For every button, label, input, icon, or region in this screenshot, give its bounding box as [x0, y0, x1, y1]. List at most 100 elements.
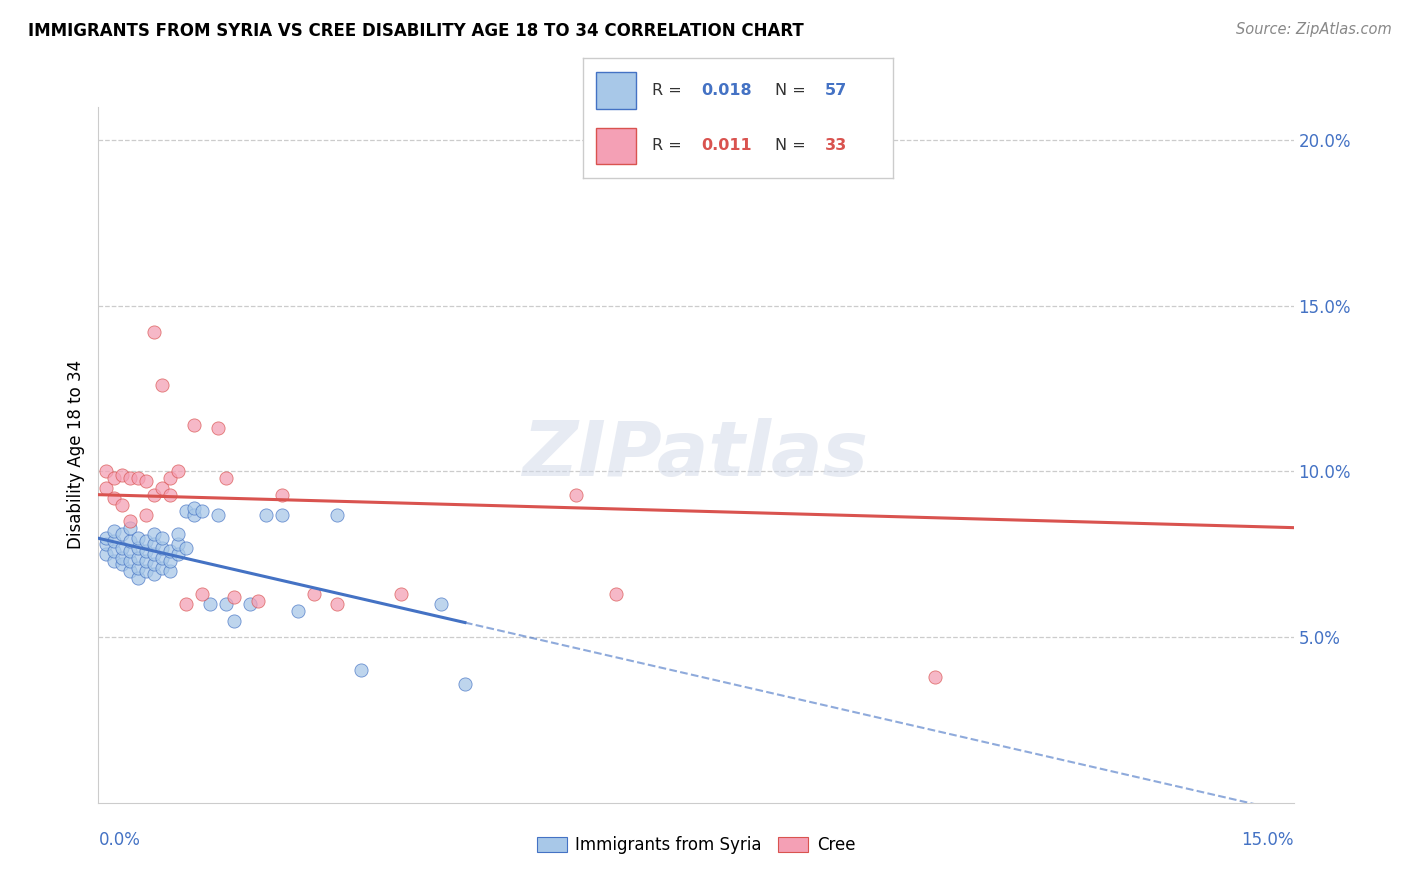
Point: [103, 524, 125, 538]
Point: [135, 564, 157, 578]
Point: [120, 471, 142, 485]
Point: [103, 471, 125, 485]
Text: N =: N =: [775, 138, 811, 153]
Point: [174, 504, 197, 518]
Point: [96, 531, 118, 545]
Point: [135, 554, 157, 568]
Point: [96, 537, 118, 551]
Point: [159, 554, 181, 568]
Text: 0.018: 0.018: [702, 83, 752, 98]
Point: [127, 560, 149, 574]
Point: [120, 564, 142, 578]
Point: [150, 541, 173, 555]
Point: [207, 421, 229, 435]
Point: [215, 597, 238, 611]
Text: 0.0%: 0.0%: [98, 830, 141, 848]
Point: [143, 326, 166, 340]
Point: [167, 537, 190, 551]
Text: 33: 33: [825, 138, 846, 153]
Text: IMMIGRANTS FROM SYRIA VS CREE DISABILITY AGE 18 TO 34 CORRELATION CHART: IMMIGRANTS FROM SYRIA VS CREE DISABILITY…: [28, 22, 804, 40]
Point: [924, 670, 946, 684]
Point: [167, 547, 190, 561]
Point: [302, 587, 325, 601]
Point: [167, 465, 190, 479]
FancyBboxPatch shape: [596, 72, 636, 109]
Point: [150, 481, 173, 495]
Point: [780, 143, 803, 157]
Point: [127, 471, 149, 485]
Point: [120, 521, 142, 535]
Point: [150, 378, 173, 392]
FancyBboxPatch shape: [596, 128, 636, 164]
Point: [350, 663, 373, 677]
Point: [270, 488, 292, 502]
Point: [159, 488, 181, 502]
Text: R =: R =: [651, 83, 686, 98]
Point: [159, 564, 181, 578]
Point: [143, 527, 166, 541]
Point: [207, 508, 229, 522]
Point: [127, 531, 149, 545]
Text: 15.0%: 15.0%: [1241, 830, 1294, 848]
Point: [127, 570, 149, 584]
Point: [96, 547, 118, 561]
Text: R =: R =: [651, 138, 686, 153]
Point: [143, 488, 166, 502]
Point: [159, 544, 181, 558]
Point: [389, 587, 412, 601]
Point: [150, 550, 173, 565]
Point: [222, 591, 245, 605]
Point: [254, 508, 277, 522]
Point: [103, 544, 125, 558]
Point: [111, 498, 134, 512]
Point: [215, 471, 238, 485]
Point: [150, 560, 173, 574]
Point: [191, 504, 214, 518]
Point: [143, 537, 166, 551]
Point: [167, 527, 190, 541]
Point: [183, 500, 205, 515]
Point: [127, 541, 149, 555]
Point: [111, 541, 134, 555]
Point: [150, 531, 173, 545]
Point: [270, 508, 292, 522]
Point: [174, 541, 197, 555]
Point: [120, 514, 142, 528]
Point: [430, 597, 453, 611]
Point: [96, 481, 118, 495]
Point: [159, 471, 181, 485]
Text: Source: ZipAtlas.com: Source: ZipAtlas.com: [1236, 22, 1392, 37]
Point: [287, 604, 309, 618]
Point: [183, 418, 205, 433]
Point: [135, 544, 157, 558]
Point: [326, 597, 349, 611]
Point: [120, 544, 142, 558]
Point: [143, 558, 166, 572]
Point: [565, 488, 588, 502]
Point: [198, 597, 221, 611]
Point: [222, 614, 245, 628]
Text: ZIPatlas: ZIPatlas: [523, 418, 869, 491]
Text: 0.011: 0.011: [702, 138, 752, 153]
Point: [135, 534, 157, 549]
Point: [103, 554, 125, 568]
Point: [239, 597, 262, 611]
Point: [111, 558, 134, 572]
Point: [135, 508, 157, 522]
Text: N =: N =: [775, 83, 811, 98]
Point: [143, 567, 166, 582]
Point: [605, 587, 627, 601]
Point: [135, 475, 157, 489]
Point: [103, 491, 125, 505]
Point: [111, 527, 134, 541]
Point: [174, 597, 197, 611]
Point: [454, 676, 477, 690]
Point: [127, 550, 149, 565]
Point: [96, 465, 118, 479]
Point: [183, 508, 205, 522]
Point: [111, 550, 134, 565]
Text: 57: 57: [825, 83, 846, 98]
Y-axis label: Disability Age 18 to 34: Disability Age 18 to 34: [67, 360, 86, 549]
Point: [103, 534, 125, 549]
Point: [111, 467, 134, 482]
